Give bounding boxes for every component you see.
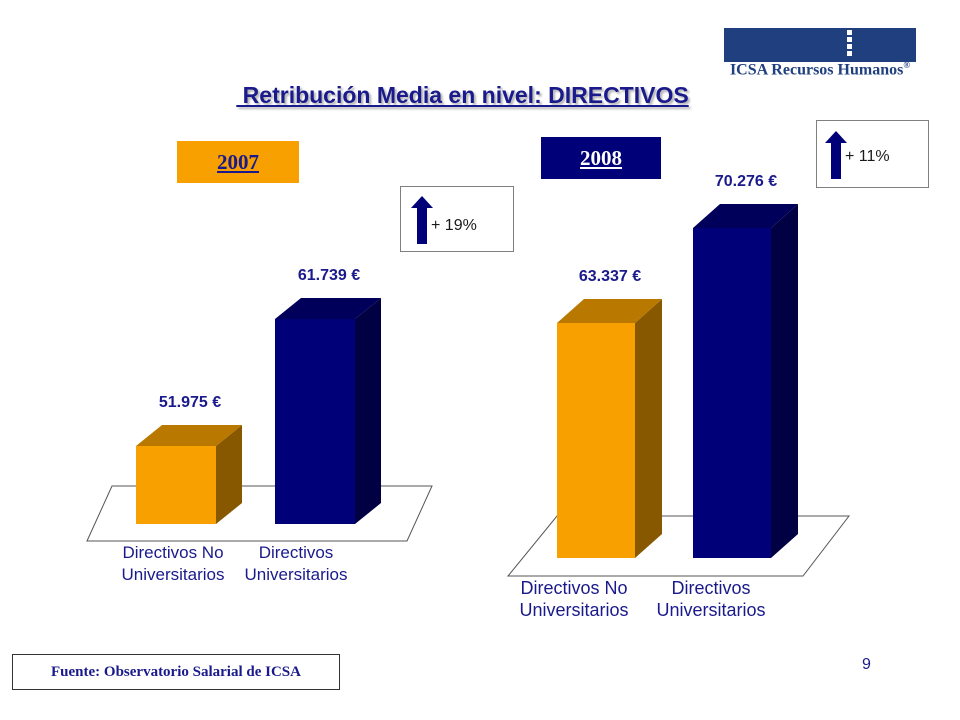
page-number: 9 — [862, 656, 871, 673]
bar-side — [216, 425, 242, 524]
bar-top — [693, 204, 798, 228]
logo-band — [724, 28, 916, 62]
change-label-2008: + 11% — [845, 148, 890, 165]
year-label-2007: 2007 — [177, 141, 299, 183]
source-note: Fuente: Observatorio Salarial de ICSA — [12, 654, 340, 690]
category-label: Directivos — [671, 578, 750, 598]
logo-text: ICSA Recursos Humanos® — [724, 60, 916, 79]
category-label: Universitarios — [245, 565, 348, 584]
bar-side — [635, 299, 662, 558]
logo-name: ICSA Recursos Humanos — [729, 61, 904, 79]
category-label: Directivos No — [520, 578, 627, 598]
up-arrow-icon — [411, 196, 433, 244]
bar-value-label: 70.276 € — [715, 173, 777, 190]
change-label-2007: + 19% — [431, 217, 477, 234]
bar-top — [275, 298, 381, 319]
category-label: Universitarios — [519, 600, 628, 620]
page-title: Retribución Media en nivel: DIRECTIVOS — [236, 82, 689, 108]
change-box-2008: + 11% — [816, 120, 929, 188]
bar-value-label: 61.739 € — [298, 267, 360, 284]
bar — [557, 323, 635, 558]
category-label: Universitarios — [122, 565, 225, 584]
year-label-2008: 2008 — [541, 137, 661, 179]
bar-top — [557, 299, 662, 323]
bar-top — [136, 425, 242, 446]
bar — [136, 446, 216, 524]
category-label: Universitarios — [656, 600, 765, 620]
bar — [693, 228, 771, 558]
bar-side — [355, 298, 381, 524]
category-label: Directivos — [259, 543, 334, 562]
bar-side — [771, 204, 798, 558]
up-arrow-icon — [825, 131, 847, 179]
icsa-logo: ICSA Recursos Humanos® — [724, 28, 916, 80]
logo-mark: ® — [903, 60, 911, 70]
bar-value-label: 51.975 € — [159, 394, 221, 411]
bar — [275, 319, 355, 524]
category-label: Directivos No — [122, 543, 223, 562]
logo-dots-icon — [846, 30, 854, 60]
change-box-2007: + 19% — [400, 186, 514, 252]
bar-value-label: 63.337 € — [579, 268, 641, 285]
